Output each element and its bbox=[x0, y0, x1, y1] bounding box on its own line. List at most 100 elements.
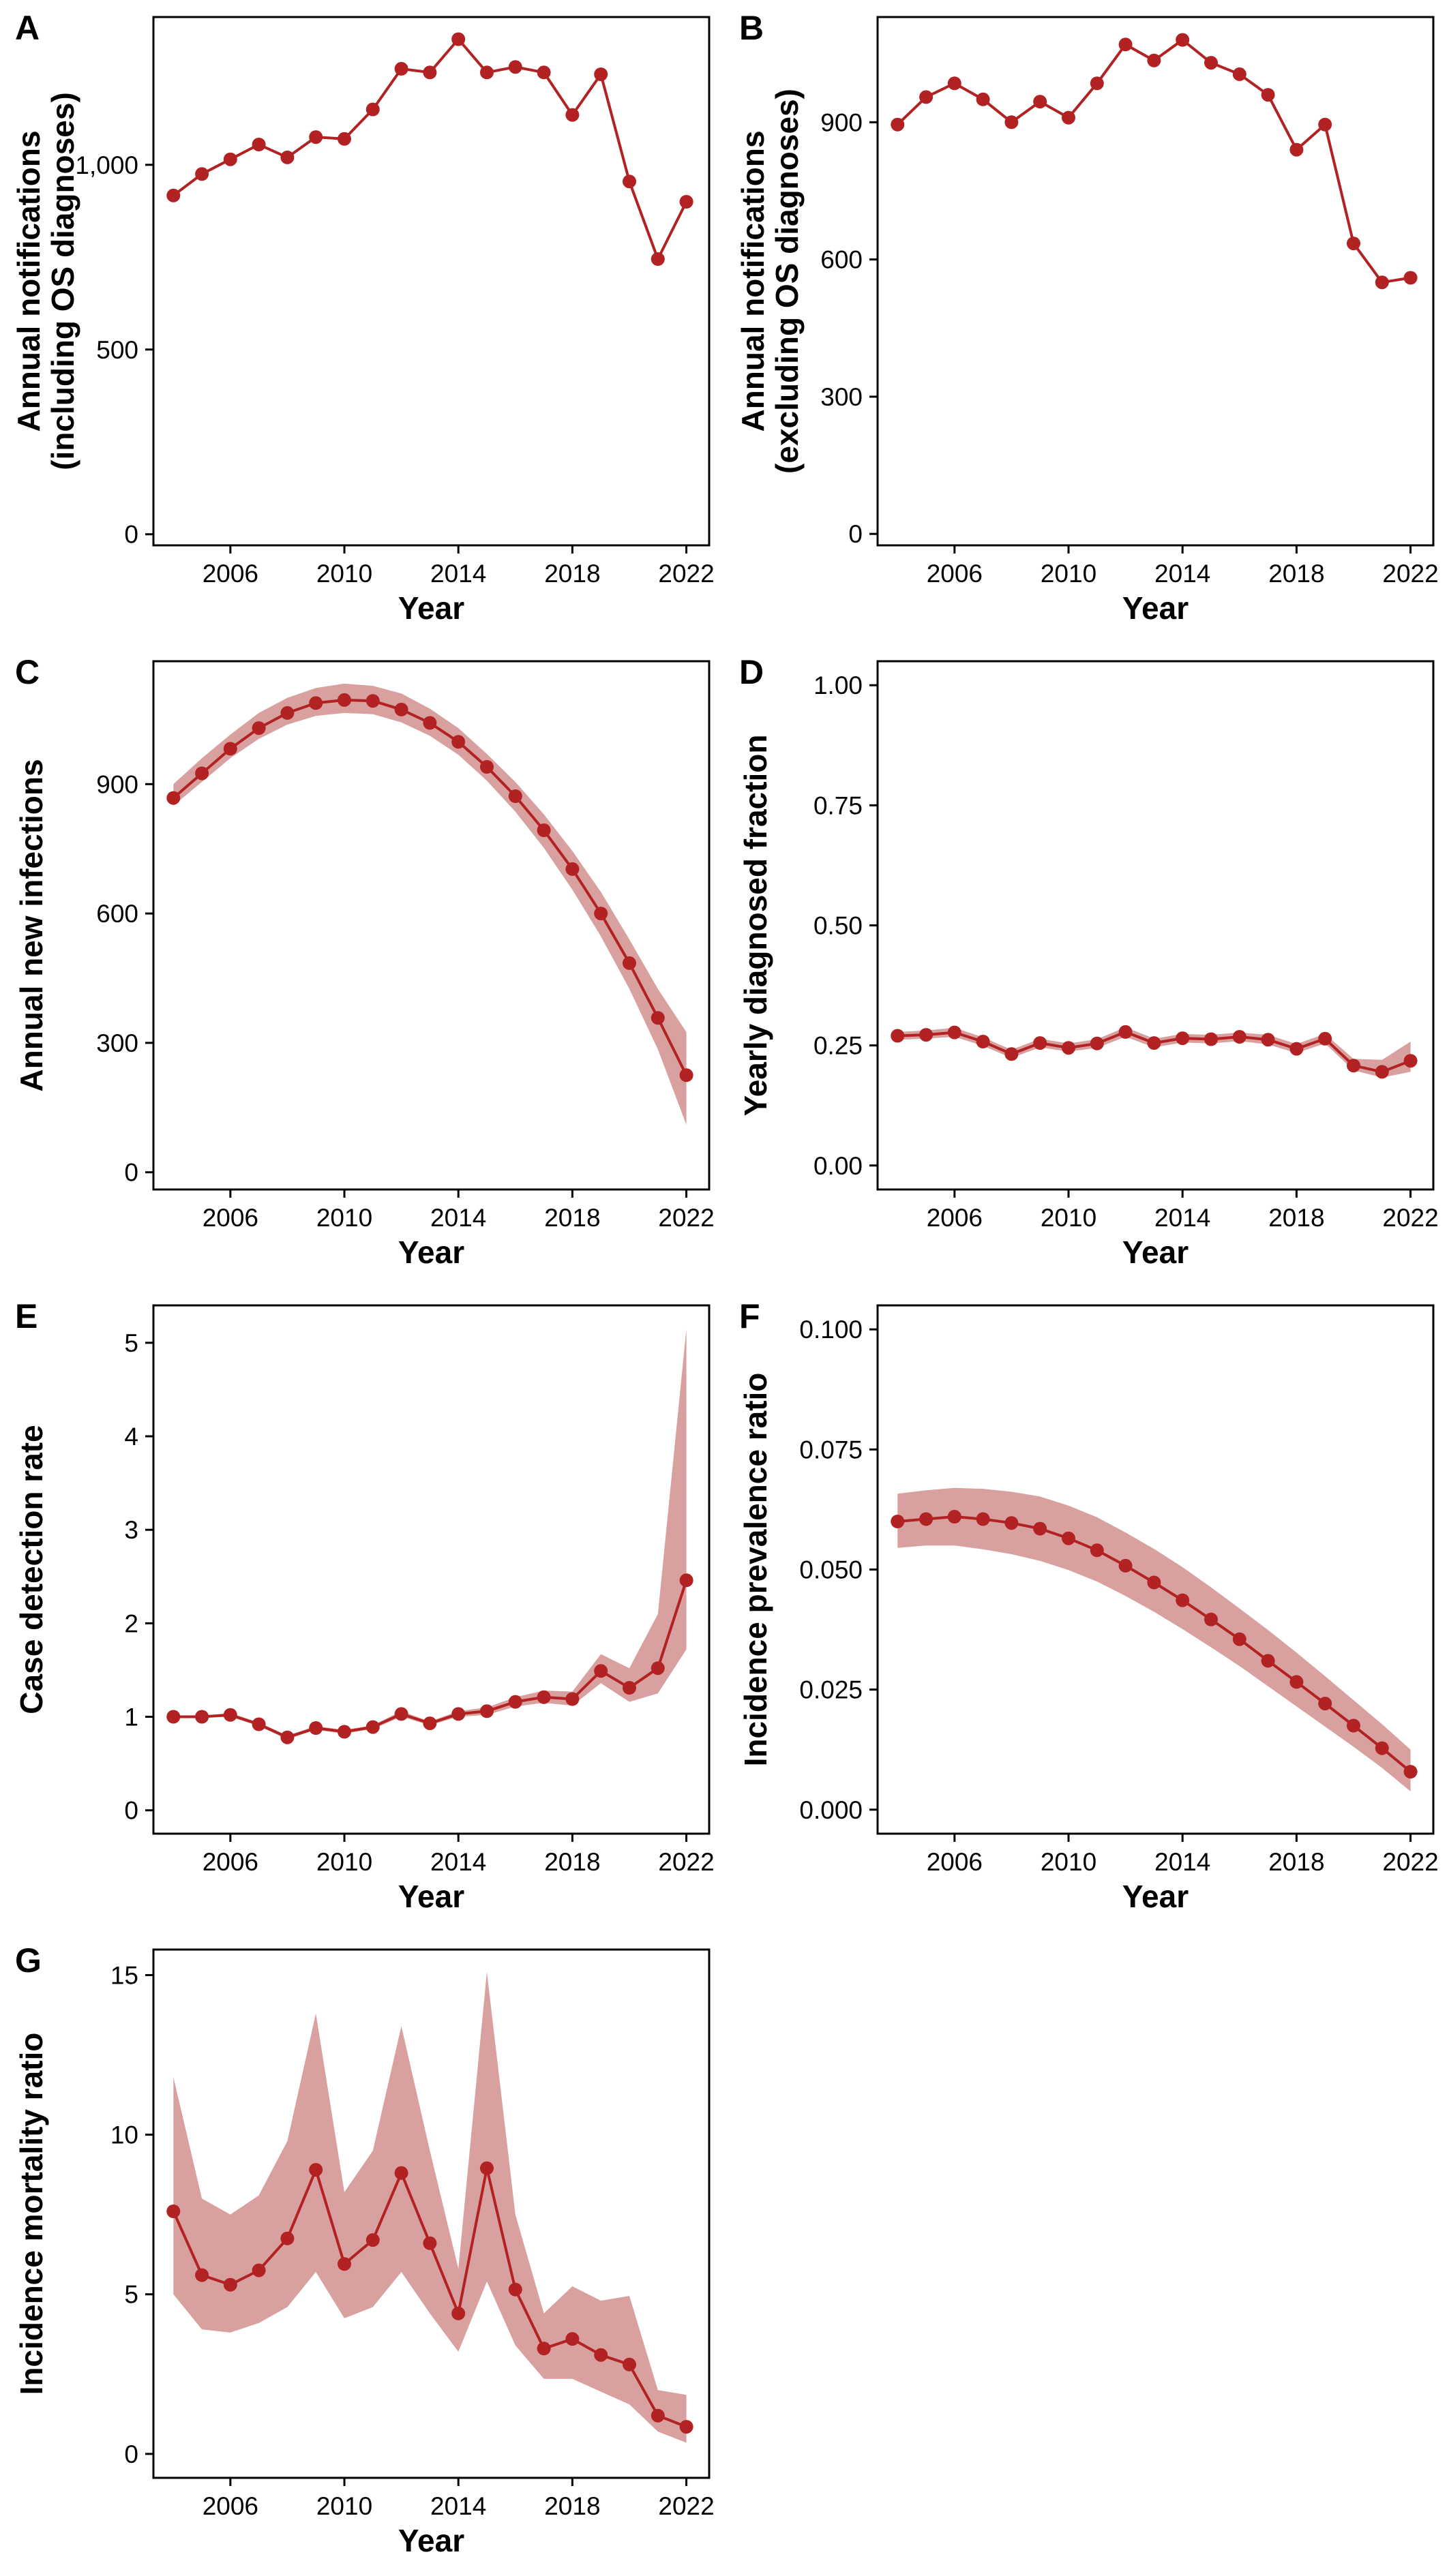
confidence-band bbox=[173, 1971, 687, 2443]
data-point bbox=[651, 1661, 665, 1676]
y-tick-label: 0.075 bbox=[799, 1436, 863, 1464]
plot-frame bbox=[876, 660, 1435, 1191]
y-tick-label: 600 bbox=[820, 246, 863, 274]
y-tick-label: 2 bbox=[124, 1609, 138, 1637]
data-point bbox=[423, 65, 437, 80]
series-line bbox=[172, 698, 688, 1076]
chart-svg: C 2006 2010 2014 2018 2022 0 300 600 900 Year Annua… bbox=[14, 653, 715, 1270]
plot-frame bbox=[152, 16, 711, 547]
y-tick-label: 5 bbox=[124, 2281, 138, 2309]
x-tick-label: 2014 bbox=[430, 2492, 486, 2520]
data-point bbox=[537, 2342, 551, 2356]
data-point bbox=[976, 1035, 990, 1048]
y-tick-label: 500 bbox=[96, 336, 138, 364]
data-point bbox=[1403, 1054, 1418, 1068]
data-point bbox=[1033, 95, 1047, 109]
y-tick-label: 300 bbox=[820, 383, 863, 411]
y-tick-label: 0 bbox=[124, 521, 138, 549]
y-tick-label: 900 bbox=[96, 770, 138, 798]
x-axis-title: Year bbox=[398, 1234, 464, 1270]
data-point bbox=[508, 60, 522, 74]
x-tick-label: 2022 bbox=[658, 560, 714, 588]
data-point bbox=[947, 1510, 961, 1524]
data-point bbox=[919, 1512, 933, 1526]
data-point bbox=[1232, 1632, 1246, 1646]
data-point bbox=[1261, 1654, 1275, 1668]
confidence-band bbox=[173, 683, 687, 1125]
data-point bbox=[565, 2332, 580, 2346]
data-point bbox=[309, 130, 323, 145]
panel-label: D bbox=[739, 653, 764, 691]
data-point bbox=[1204, 1612, 1218, 1626]
data-point bbox=[195, 167, 209, 181]
data-point bbox=[976, 92, 990, 106]
series-line bbox=[896, 38, 1411, 284]
data-point bbox=[1004, 1516, 1019, 1530]
data-point bbox=[423, 2236, 437, 2250]
data-point bbox=[947, 1025, 961, 1040]
data-point bbox=[1318, 1031, 1332, 1046]
data-point bbox=[1004, 115, 1019, 130]
data-point bbox=[166, 188, 181, 202]
x-tick-label: 2018 bbox=[544, 1848, 600, 1876]
data-point bbox=[223, 742, 237, 756]
chart-svg: B 2006 2010 2014 2018 2022 0 300 600 900 Year Annua… bbox=[735, 9, 1439, 626]
data-point bbox=[1090, 1036, 1104, 1050]
y-tick-label: 3 bbox=[124, 1516, 138, 1544]
x-tick-label: 2010 bbox=[1041, 560, 1096, 588]
data-point bbox=[679, 195, 693, 209]
x-tick-label: 2010 bbox=[316, 2492, 372, 2520]
x-tick-label: 2018 bbox=[544, 560, 600, 588]
data-point bbox=[1232, 1030, 1246, 1044]
panel-label: E bbox=[15, 1297, 38, 1335]
x-axis-title: Year bbox=[398, 590, 464, 626]
y-axis-title: Annual new infections bbox=[14, 759, 49, 1091]
data-point bbox=[1118, 1558, 1133, 1573]
y-tick-label: 15 bbox=[110, 1961, 138, 1989]
data-point bbox=[891, 117, 905, 132]
data-point bbox=[1118, 37, 1133, 52]
panel-c-annual-new-infections: C 2006 2010 2014 2018 2022 0 300 600 900 Year Annua… bbox=[0, 644, 724, 1285]
data-point bbox=[1375, 275, 1389, 290]
x-axis-title: Year bbox=[1122, 590, 1189, 626]
x-tick-label: 2010 bbox=[316, 1204, 372, 1232]
panel-label: A bbox=[15, 9, 40, 47]
x-tick-label: 2010 bbox=[1041, 1204, 1096, 1232]
x-axis-title: Year bbox=[398, 2523, 464, 2558]
data-point bbox=[1347, 237, 1360, 251]
x-tick-label: 2022 bbox=[658, 2492, 714, 2520]
data-point bbox=[1147, 1575, 1161, 1590]
data-point bbox=[166, 2204, 181, 2218]
data-point bbox=[1375, 1741, 1389, 1755]
y-tick-label: 600 bbox=[96, 900, 138, 928]
confidence-band bbox=[897, 1027, 1411, 1078]
data-point bbox=[252, 1717, 266, 1731]
data-point bbox=[1204, 1032, 1218, 1046]
panel-b-annual-notifications-excluding-os: B 2006 2010 2014 2018 2022 0 300 600 900 Year Annua… bbox=[724, 0, 1448, 641]
x-tick-label: 2014 bbox=[430, 1204, 486, 1232]
data-point bbox=[891, 1029, 905, 1043]
x-tick-label: 2006 bbox=[927, 560, 983, 588]
data-point bbox=[1403, 271, 1418, 285]
data-point bbox=[338, 1725, 351, 1739]
x-axis-title: Year bbox=[1122, 1234, 1189, 1270]
data-point bbox=[309, 696, 323, 710]
chart-svg: E 2006 2010 2014 2018 2022 0 1 2 3 4 5 Year Case dete… bbox=[14, 1297, 715, 1914]
data-point bbox=[565, 1692, 580, 1706]
panel-label: G bbox=[15, 1941, 42, 1980]
data-point bbox=[594, 67, 608, 81]
data-point bbox=[394, 702, 408, 716]
data-point bbox=[1347, 1059, 1360, 1073]
x-tick-label: 2010 bbox=[1041, 1848, 1096, 1876]
data-point bbox=[480, 1704, 494, 1718]
data-point bbox=[891, 1515, 905, 1528]
data-point bbox=[537, 823, 551, 837]
data-point bbox=[508, 2282, 522, 2297]
data-point bbox=[280, 1730, 295, 1744]
x-tick-label: 2006 bbox=[203, 1204, 258, 1232]
chart-svg: D 2006 2010 2014 2018 2022 0.00 0.25 0.50 0.75 1.0… bbox=[738, 653, 1439, 1270]
data-point bbox=[280, 2231, 295, 2245]
data-point bbox=[1062, 1531, 1075, 1545]
chart-svg: F 2006 2010 2014 2018 2022 0.000 0.025 0.050 0.07… bbox=[738, 1297, 1439, 1914]
x-tick-label: 2014 bbox=[1154, 560, 1210, 588]
